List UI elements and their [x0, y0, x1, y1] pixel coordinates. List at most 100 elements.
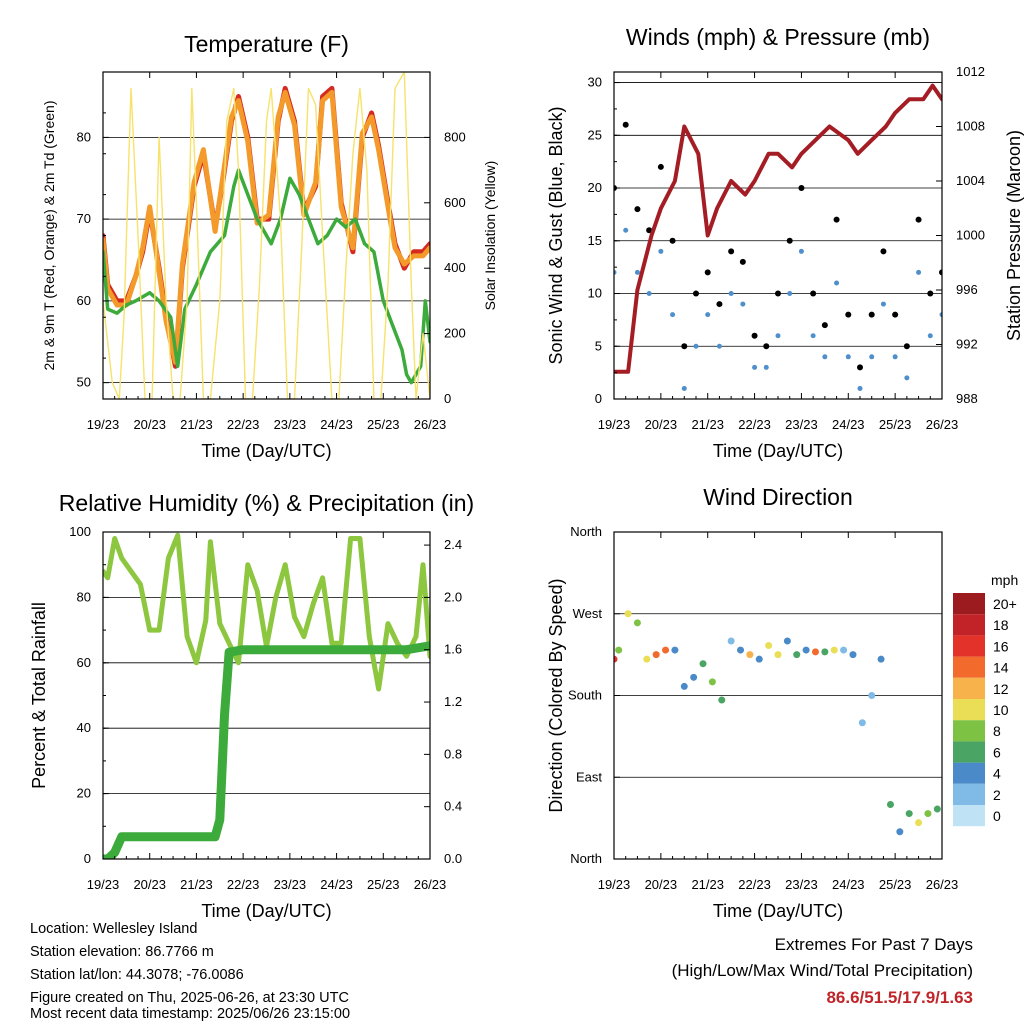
direction-point: [821, 648, 829, 656]
x-tick-label: 20/23: [645, 417, 678, 432]
wind-point: [822, 354, 828, 360]
x-tick-label: 23/23: [785, 877, 818, 892]
y-tick-label: West: [573, 606, 603, 621]
y2-tick-label: 988: [956, 391, 978, 406]
legend-label: 16: [993, 638, 1009, 654]
wind-point: [775, 333, 781, 339]
x-axis-label: Time (Day/UTC): [201, 901, 331, 921]
y-tick-label: 15: [588, 233, 602, 248]
x-tick-label: 21/23: [180, 877, 213, 892]
x-tick-label: 25/23: [367, 417, 400, 432]
direction-point: [868, 692, 876, 699]
x-tick-label: 23/23: [274, 417, 307, 432]
y2-tick-label: 1.6: [444, 642, 462, 657]
y2-tick-label: 992: [956, 337, 978, 352]
direction-point: [915, 819, 923, 827]
gust-point: [763, 343, 770, 350]
direction-point: [737, 646, 745, 654]
x-tick-label: 21/23: [180, 417, 213, 432]
info-recent: Most recent data timestamp: 2025/06/26 2…: [30, 1006, 351, 1022]
y2-tick-label: 1000: [956, 228, 985, 243]
wind-point: [927, 333, 933, 339]
x-tick-label: 21/23: [691, 877, 724, 892]
gust-point: [939, 269, 942, 276]
direction-point: [774, 651, 782, 659]
direction-point: [849, 651, 857, 659]
y-tick-label: 100: [69, 524, 91, 539]
y-tick-label: 10: [588, 286, 602, 301]
y-axis-label: Percent & Total Rainfall: [29, 602, 49, 789]
gust-point: [716, 301, 723, 308]
panel-4: Wind Direction North East South West North 19/…: [546, 484, 1018, 921]
x-tick-label: 19/23: [598, 417, 631, 432]
direction-point: [662, 646, 670, 654]
y-tick-label: 0: [84, 851, 91, 866]
legend-label: 6: [993, 744, 1001, 760]
direction-point: [765, 642, 773, 650]
x-tick-label: 20/23: [645, 877, 678, 892]
y2-tick-label: 2.4: [444, 537, 462, 552]
direction-point: [615, 646, 623, 654]
legend-label: 18: [993, 617, 1009, 633]
gust-point: [892, 311, 899, 318]
legend-label: 10: [993, 702, 1009, 718]
legend-swatch: [953, 805, 985, 827]
panel-3: Relative Humidity (%) & Precipitation (i…: [29, 490, 474, 921]
wind-point: [810, 333, 816, 339]
plot-frame: [102, 71, 431, 400]
info-latlon: Station lat/lon: 44.3078; -76.0086: [30, 967, 244, 983]
wind-point: [763, 364, 769, 370]
series-line-2: [103, 641, 430, 859]
direction-point: [727, 637, 735, 645]
legend-label: 8: [993, 723, 1001, 739]
y2-tick-label: 1004: [956, 173, 985, 188]
gust-point: [728, 248, 735, 255]
direction-point: [699, 660, 707, 668]
legend-swatch: [953, 656, 985, 678]
y2-tick-label: 2.0: [444, 589, 462, 604]
extremes-values: 86.6/51.5/17.9/1.63: [826, 988, 973, 1007]
legend-swatch: [953, 741, 985, 763]
y2-axis-label: Station Pressure (Maroon): [1004, 130, 1024, 341]
wind-point: [880, 301, 886, 307]
gust-point: [751, 332, 758, 339]
x-tick-label: 26/23: [926, 877, 959, 892]
direction-point: [614, 655, 618, 663]
legend-swatch: [953, 783, 985, 805]
direction-point: [690, 673, 698, 681]
y-tick-label: 40: [77, 720, 91, 735]
wind-point: [798, 248, 804, 254]
wind-point: [892, 354, 898, 360]
y-tick-label: 60: [77, 655, 91, 670]
y-tick-label: 5: [595, 338, 602, 353]
gust-point: [786, 237, 793, 244]
x-tick-label: 22/23: [738, 877, 771, 892]
gust-point: [880, 248, 887, 255]
legend-label: 14: [993, 660, 1009, 676]
panel-title: Relative Humidity (%) & Precipitation (i…: [59, 490, 474, 516]
x-tick-label: 24/23: [320, 877, 353, 892]
gust-point: [775, 290, 781, 297]
direction-point: [811, 648, 819, 656]
wind-point: [693, 343, 699, 349]
legend-label: 12: [993, 681, 1009, 697]
panel-title: Wind Direction: [703, 484, 853, 510]
wind-point: [623, 227, 629, 233]
y2-tick-label: 0.8: [444, 746, 462, 761]
wind-point: [869, 354, 875, 360]
wind-point: [939, 312, 942, 318]
wind-point: [670, 312, 676, 318]
wind-point: [614, 269, 617, 275]
panel-1: Temperature (F)50607080020040060080019/2…: [41, 31, 498, 461]
direction-point: [877, 655, 885, 663]
direction-point: [652, 651, 660, 659]
direction-point: [671, 646, 679, 654]
direction-point: [746, 651, 754, 659]
legend-title: mph: [991, 572, 1018, 588]
wind-point: [787, 291, 793, 297]
y-tick-label: 60: [77, 293, 91, 308]
gust-point: [693, 290, 699, 297]
direction-point: [924, 810, 932, 818]
wind-point: [916, 269, 922, 275]
wind-point: [904, 375, 910, 381]
